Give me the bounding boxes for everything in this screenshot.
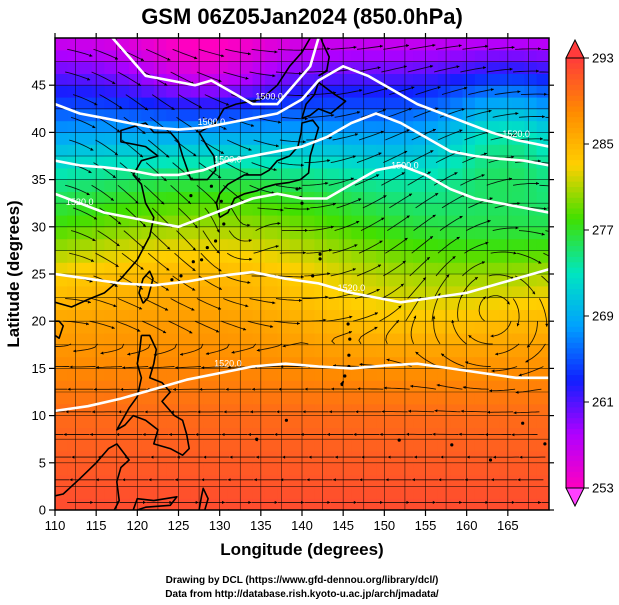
contour-label: 1520.0: [502, 129, 530, 139]
colorbar-label: 277: [592, 223, 614, 238]
x-tick-label: 160: [456, 518, 478, 533]
colorbar-label: 261: [592, 395, 614, 410]
contour-label: 1520.0: [214, 359, 242, 369]
contour-label: 1500.0: [198, 117, 226, 127]
colorbar-label: 285: [592, 137, 614, 152]
contour-labels: 1500.0 1500.0 1500.0 1500.0 1520.0 1520.0 1520…: [66, 91, 530, 368]
colorbar-label: 293: [592, 51, 614, 66]
colorbar-label: 269: [592, 309, 614, 324]
height-contours: [55, 38, 549, 413]
y-tick-label: 45: [32, 78, 46, 93]
y-axis-ticks: 0 5 10 15 20 25 30 35 40 45: [32, 78, 554, 518]
contour-label: 1520.0: [66, 197, 94, 207]
y-axis-label: Latitude (degrees): [4, 200, 23, 347]
contour-label: 1520.0: [338, 283, 366, 293]
x-tick-label: 150: [373, 518, 395, 533]
x-tick-label: 140: [291, 518, 313, 533]
y-tick-label: 40: [32, 125, 46, 140]
contour-label: 1500.0: [391, 160, 419, 170]
credit-line-1: Drawing by DCL (https://www.gfd-dennou.o…: [166, 575, 439, 586]
y-tick-label: 5: [39, 455, 46, 470]
chart-title: GSM 06Z05Jan2024 (850.0hPa): [141, 4, 463, 29]
y-tick-label: 25: [32, 267, 46, 282]
x-tick-label: 165: [497, 518, 519, 533]
credit-line-2: Data from http://database.rish.kyoto-u.a…: [165, 589, 439, 600]
y-tick-label: 35: [32, 172, 46, 187]
colorbar: 293 285 277 269 261 253: [565, 38, 614, 508]
y-tick-label: 20: [32, 314, 46, 329]
x-tick-label: 120: [126, 518, 148, 533]
contour-label: 1500.0: [214, 155, 242, 165]
x-tick-label: 115: [86, 518, 107, 533]
y-tick-label: 10: [32, 408, 46, 423]
x-tick-label: 110: [45, 518, 66, 533]
y-tick-label: 30: [32, 219, 46, 234]
x-tick-label: 145: [332, 518, 354, 533]
y-tick-label: 0: [39, 503, 46, 518]
x-axis-ticks: 110 115 120 125 130 135 140 145 150 155 160 165: [45, 33, 519, 533]
grid-lines: [55, 38, 549, 510]
x-tick-label: 135: [250, 518, 272, 533]
x-tick-label: 125: [168, 518, 190, 533]
contour-label: 1500.0: [255, 91, 283, 101]
x-tick-label: 155: [415, 518, 437, 533]
x-axis-label: Longitude (degrees): [220, 540, 383, 559]
plot-area: 1500.0 1500.0 1500.0 1500.0 1520.0 1520.0 1520…: [55, 38, 549, 510]
x-tick-label: 130: [209, 518, 231, 533]
y-tick-label: 15: [32, 361, 46, 376]
colorbar-label: 253: [592, 481, 614, 496]
